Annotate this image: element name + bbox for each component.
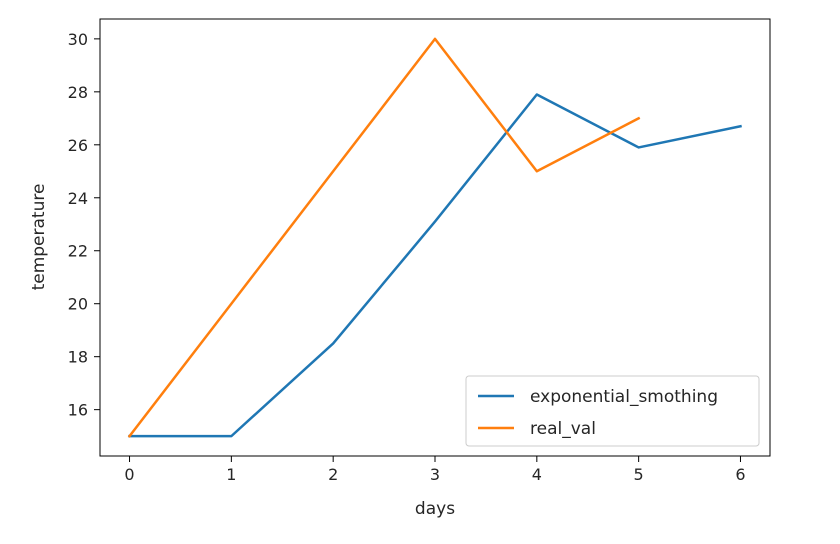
x-axis-label: days [415, 499, 455, 519]
y-axis-label: temperature [29, 184, 49, 291]
series-layer [127, 37, 742, 438]
x-axis-ticks: 0 1 2 3 4 5 6 [124, 456, 746, 484]
x-tick-label: 5 [634, 465, 644, 484]
x-tick-label: 3 [430, 465, 440, 484]
series-line-exponential-smothing [128, 93, 742, 438]
y-tick-label: 30 [68, 30, 88, 49]
y-axis-ticks: 16 18 20 22 24 26 28 30 [68, 30, 100, 420]
series-line-real-val [127, 37, 641, 438]
x-tick-label: 6 [735, 465, 745, 484]
legend-label-real-val: real_val [530, 419, 596, 439]
y-tick-label: 26 [68, 136, 88, 155]
legend-box [465, 375, 760, 447]
x-tick-label: 1 [226, 465, 236, 484]
y-tick-label: 24 [68, 189, 88, 208]
legend-items: exponential_smothing real_val [478, 387, 718, 439]
x-tick-label: 4 [532, 465, 542, 484]
x-tick-label: 2 [328, 465, 338, 484]
x-tick-label: 0 [124, 465, 134, 484]
plot-frame [99, 18, 771, 457]
y-tick-label: 28 [68, 83, 88, 102]
legend-label-exponential-smothing: exponential_smothing [530, 387, 718, 407]
y-tick-label: 20 [68, 295, 88, 314]
y-tick-label: 18 [68, 348, 88, 367]
y-tick-label: 22 [68, 242, 88, 261]
y-tick-label: 16 [68, 401, 88, 420]
legend: exponential_smothing real_val [465, 375, 760, 447]
